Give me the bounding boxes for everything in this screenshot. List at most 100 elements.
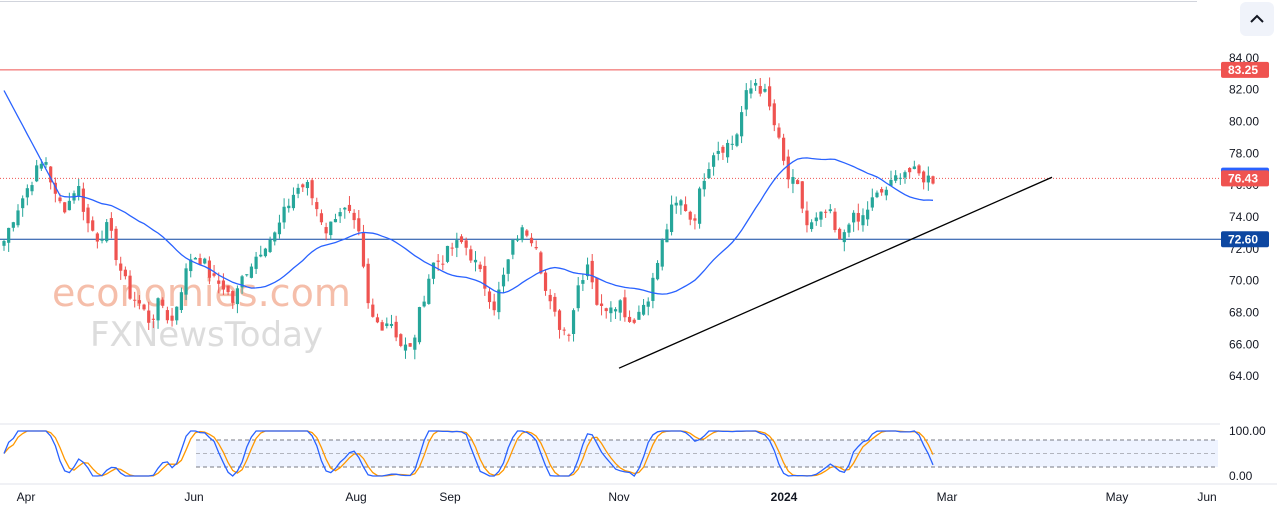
candle-body (273, 232, 277, 242)
candle-body (711, 155, 716, 167)
time-tick-label: Sep (439, 490, 461, 504)
candle-body (343, 207, 347, 210)
candle-body (473, 259, 478, 263)
candle-body (2, 241, 6, 246)
price-tick-label: 78.00 (1229, 146, 1259, 160)
candle-body (333, 219, 338, 223)
candle-body (739, 112, 744, 137)
candle-body (903, 172, 907, 178)
stochastic-k-line (3, 430, 934, 477)
candle-body (506, 259, 510, 274)
candle-body (669, 204, 674, 233)
candle-body (58, 197, 62, 202)
chevron-up-icon (1250, 14, 1264, 23)
candle-body (931, 176, 935, 184)
candle-body (665, 229, 669, 243)
candle-body (203, 258, 207, 264)
candle-body (702, 180, 706, 190)
candle-body (450, 247, 454, 249)
candle-body (604, 308, 608, 312)
candle-body (310, 180, 314, 199)
price-badge (1221, 170, 1269, 187)
candle-body (894, 175, 898, 181)
candle-body (413, 337, 417, 350)
time-tick-label: Jun (1197, 490, 1216, 504)
candle-body (688, 211, 692, 220)
candle-body (553, 296, 557, 312)
candle-body (249, 266, 254, 278)
candle-body (403, 344, 408, 351)
collapse-button[interactable] (1240, 2, 1274, 36)
candle-body (599, 303, 604, 306)
candle-body (497, 289, 501, 313)
candle-body (777, 127, 781, 138)
candle-body (380, 322, 384, 331)
candle-body (91, 220, 95, 231)
candle-body (399, 334, 403, 346)
candle-body (567, 334, 571, 336)
candle-body (151, 318, 155, 320)
candle-body (548, 294, 552, 302)
price-tick-label: 64.00 (1229, 369, 1259, 383)
candle-body (217, 280, 221, 284)
candle-body (926, 175, 930, 183)
candle-body (422, 301, 426, 307)
candle-body (637, 311, 641, 320)
candle-body (824, 211, 828, 213)
candle-body (324, 227, 328, 234)
price-pane[interactable] (0, 69, 1221, 369)
time-tick-label: Jun (184, 490, 203, 504)
candle-body (543, 272, 548, 291)
stochastic-tick-label: 0.00 (1229, 469, 1253, 483)
price-axis[interactable]: 84.0082.0080.0078.0076.0074.0072.0070.00… (1229, 51, 1259, 383)
candle-body (105, 222, 109, 242)
candle-body (86, 207, 90, 224)
time-axis[interactable]: Apr Jun Aug Sep Nov 2024 Mar May Jun (0, 483, 1277, 504)
candle-body (898, 177, 902, 179)
candle-body (796, 180, 800, 185)
watermark-sub: FXNewsToday (90, 315, 323, 355)
candle-body (697, 188, 702, 224)
candle-body (721, 146, 725, 153)
candle-body (852, 212, 856, 223)
candle-body (357, 218, 361, 232)
candle-body (114, 228, 118, 261)
candle-body (133, 299, 137, 301)
candle-body (651, 277, 655, 301)
candle-body (814, 217, 818, 222)
candle-body (35, 165, 39, 182)
trend-line[interactable] (618, 176, 1053, 369)
candle-body (674, 202, 678, 206)
candle-body (441, 263, 445, 265)
candle-body (772, 103, 776, 126)
candle-body (259, 254, 263, 257)
candle-body (49, 166, 53, 183)
candle-body (627, 316, 632, 322)
candle-body (693, 218, 697, 221)
candle-body (338, 212, 342, 217)
candle-body (707, 169, 711, 179)
candle-body (581, 280, 585, 284)
price-tick-label: 66.00 (1229, 337, 1259, 351)
stochastic-axis[interactable]: 100.00 0.00 (1229, 424, 1266, 483)
candle-body (492, 301, 496, 311)
candle-body (716, 150, 720, 154)
candle-body (749, 88, 753, 94)
candle-body (838, 228, 842, 240)
candle-body (487, 291, 492, 303)
horizontal-levels (0, 69, 1221, 240)
candle-body (189, 259, 193, 272)
candle-body (595, 277, 599, 305)
stochastic-pane[interactable] (0, 423, 1220, 477)
candle-body (511, 240, 515, 255)
candle-body (833, 211, 837, 231)
candle-body (21, 198, 25, 209)
candle-body (525, 230, 529, 236)
candle-body (557, 310, 562, 330)
candle-body (277, 222, 282, 235)
candle-body (179, 292, 183, 311)
candle-body (576, 285, 580, 309)
candle-body (44, 162, 48, 165)
